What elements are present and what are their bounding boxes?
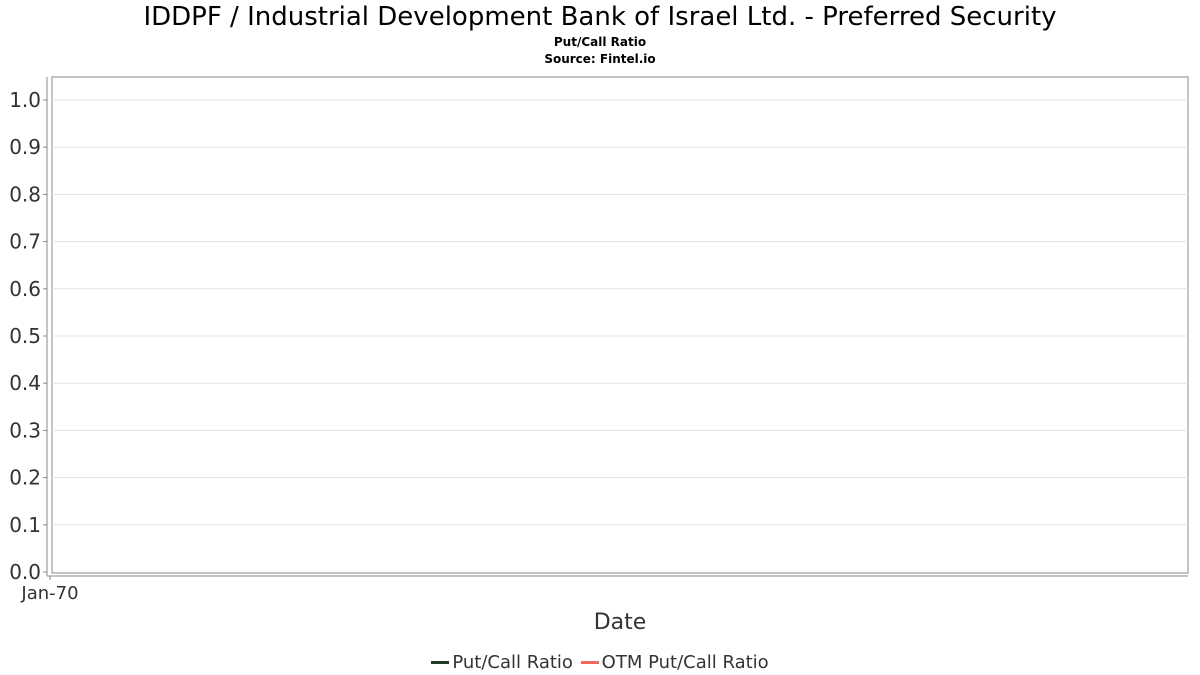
x-axis-ticks: Jan-70: [20, 576, 79, 604]
chart-title: IDDPF / Industrial Development Bank of I…: [143, 2, 1057, 32]
legend-label-otm-put-call-ratio: OTM Put/Call Ratio: [601, 652, 769, 673]
y-axis-ticks: 0.0 0.1 0.2 0.3 0.4 0.5 0.6 0.7 0.8 0.9 1.0: [9, 88, 47, 584]
y-tick-label: 0.8: [9, 182, 41, 206]
y-tick-label: 0.5: [9, 324, 41, 348]
y-tick-label: 0.6: [9, 277, 41, 301]
legend-item-otm-put-call-ratio: OTM Put/Call Ratio: [580, 652, 769, 673]
plot-frame: [51, 76, 1189, 574]
legend-swatch-otm-put-call-ratio: [580, 661, 599, 664]
y-tick-label: 0.9: [9, 135, 41, 159]
chart-source: Source: Fintel.io: [544, 52, 656, 66]
y-tick-label: 0.3: [9, 418, 41, 442]
legend: Put/Call Ratio OTM Put/Call Ratio: [0, 648, 1200, 673]
y-tick-label: 0.0: [9, 560, 41, 584]
legend-swatch-put-call-ratio: [431, 661, 450, 664]
x-tick-label: Jan-70: [20, 583, 78, 604]
y-tick-label: 0.7: [9, 230, 41, 254]
y-tick-label: 1.0: [9, 88, 41, 112]
chart-subtitle: Put/Call Ratio: [553, 35, 647, 49]
legend-item-put-call-ratio: Put/Call Ratio: [431, 652, 573, 673]
legend-label-put-call-ratio: Put/Call Ratio: [452, 652, 573, 673]
x-axis-label: Date: [594, 610, 647, 635]
y-tick-label: 0.2: [9, 466, 41, 490]
y-tick-label: 0.4: [9, 371, 41, 395]
y-tick-label: 0.1: [9, 513, 41, 537]
grid-lines: [52, 99, 1188, 526]
